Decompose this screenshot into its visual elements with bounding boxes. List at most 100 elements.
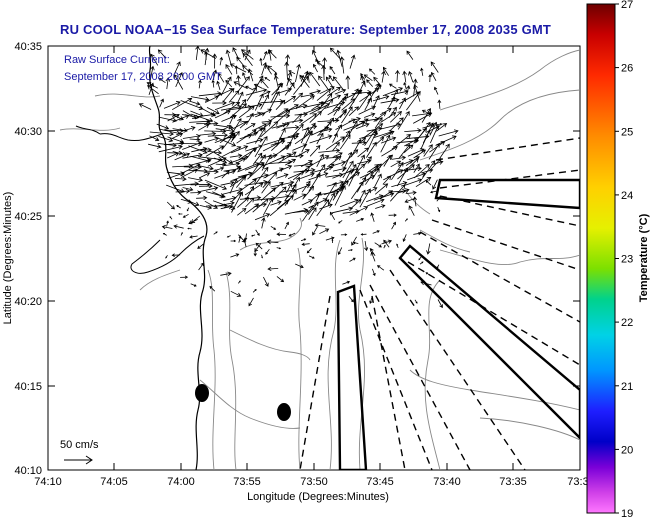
- current-vector: [348, 89, 362, 110]
- current-vector: [182, 213, 189, 218]
- current-vector: [388, 83, 397, 89]
- current-vector: [390, 110, 402, 123]
- current-vector: [245, 88, 268, 96]
- current-vector: [173, 224, 184, 229]
- current-vector: [332, 133, 338, 143]
- current-vector: [367, 82, 380, 104]
- current-vector: [415, 176, 432, 188]
- current-vector: [255, 112, 266, 118]
- current-vector: [226, 235, 231, 238]
- current-vector: [376, 265, 385, 271]
- current-vector: [189, 137, 201, 142]
- y-tick-label: 40:25: [14, 211, 42, 223]
- current-vector: [248, 297, 254, 307]
- current-vector: [167, 152, 180, 159]
- current-vector: [380, 134, 391, 153]
- current-vector: [220, 204, 233, 210]
- current-vector: [190, 96, 210, 102]
- current-vector: [263, 276, 269, 287]
- x-axis-label: Longitude (Degrees:Minutes): [247, 491, 389, 503]
- current-vector: [420, 67, 424, 76]
- current-vector: [329, 211, 336, 220]
- current-vector: [286, 118, 304, 124]
- current-vector: [406, 90, 421, 111]
- current-vector: [396, 243, 399, 248]
- current-vector: [169, 216, 173, 220]
- current-vector: [196, 112, 216, 118]
- current-vector: [333, 180, 349, 193]
- current-vector: [260, 94, 270, 110]
- current-vector: [314, 223, 326, 228]
- current-vector: [318, 75, 329, 90]
- current-vector: [270, 200, 282, 206]
- current-vector: [198, 79, 202, 89]
- current-vector: [195, 46, 200, 61]
- current-vector: [391, 155, 407, 161]
- y-axis: [48, 45, 580, 471]
- current-vector: [348, 249, 353, 252]
- current-vector: [383, 239, 390, 248]
- current-vector: [196, 195, 208, 201]
- current-vector: [221, 132, 236, 150]
- current-vector: [390, 184, 406, 202]
- current-vector: [175, 71, 183, 88]
- current-vector: [268, 91, 280, 111]
- current-vector: [292, 208, 310, 214]
- current-vector: [180, 168, 198, 178]
- current-vector: [239, 120, 249, 129]
- current-vector: [222, 87, 235, 103]
- current-vector: [148, 82, 155, 96]
- current-vector: [166, 184, 185, 193]
- current-vector: [397, 164, 415, 180]
- current-vector: [433, 86, 439, 95]
- current-vector: [370, 248, 376, 257]
- current-vector: [406, 134, 430, 140]
- current-vector: [182, 141, 203, 150]
- current-vector: [238, 105, 255, 119]
- current-vector: [309, 145, 321, 157]
- current-vector: [381, 130, 395, 138]
- current-vector: [162, 233, 167, 236]
- current-vector: [370, 251, 376, 262]
- current-vector: [413, 163, 430, 179]
- current-vector: [198, 183, 213, 189]
- current-vector: [316, 199, 330, 217]
- current-vector: [261, 217, 266, 229]
- current-vector: [421, 160, 436, 180]
- colorbar-tick-label: 25: [621, 126, 633, 138]
- current-vector: [247, 112, 254, 123]
- current-note-line1: Raw Surface Current:: [64, 54, 170, 66]
- colorbar-tick-label: 23: [621, 254, 633, 266]
- current-vector: [391, 88, 399, 103]
- current-vector: [382, 87, 404, 97]
- current-vector: [260, 108, 273, 115]
- current-vector: [364, 241, 369, 252]
- colorbar-label: Temperature (°C): [638, 213, 650, 302]
- current-vector: [309, 155, 330, 167]
- current-vector: [358, 105, 377, 115]
- current-vector: [156, 123, 170, 130]
- current-vector: [306, 248, 312, 254]
- current-vector: [190, 283, 197, 287]
- current-vector: [356, 217, 365, 222]
- current-vector: [406, 85, 411, 96]
- current-vector: [245, 197, 255, 208]
- zone-southeast: [398, 244, 580, 440]
- current-vector: [214, 101, 236, 111]
- current-vector: [252, 152, 263, 165]
- current-vector: [188, 145, 208, 154]
- current-vector: [404, 198, 415, 203]
- current-vector: [340, 233, 348, 237]
- current-vector: [403, 144, 414, 154]
- current-vector: [327, 192, 336, 207]
- current-vector: [337, 247, 343, 256]
- current-vector: [413, 196, 418, 207]
- current-vector: [159, 98, 164, 108]
- current-vector: [324, 181, 337, 201]
- current-vector: [221, 170, 230, 179]
- current-vector: [284, 124, 300, 130]
- current-vector: [284, 82, 295, 96]
- current-vector: [204, 136, 220, 143]
- current-vector: [199, 131, 217, 137]
